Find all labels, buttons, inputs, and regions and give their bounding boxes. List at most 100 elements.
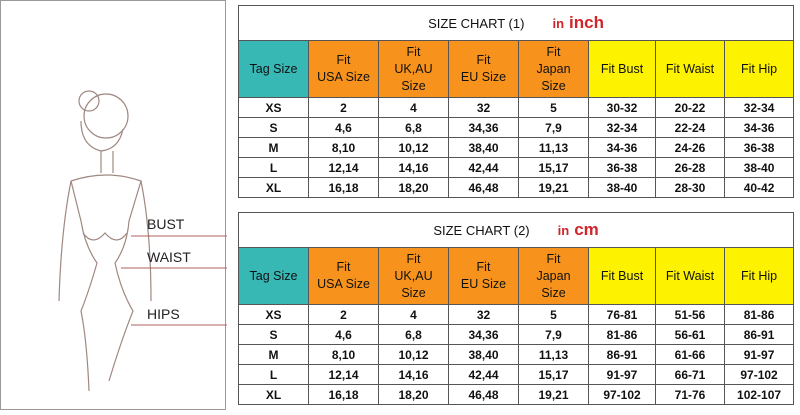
data-row: M 8,10 10,12 38,40 11,13 86-91 61-66 91-97 [238, 344, 795, 365]
data-cell: 97-102 [588, 384, 656, 405]
data-cell: 46,48 [448, 177, 519, 198]
unit-prefix: in [552, 15, 565, 31]
data-cell: 46,48 [448, 384, 519, 405]
data-cell: 19,21 [518, 177, 589, 198]
data-cell: 6,8 [378, 117, 449, 138]
header-line: Fit Waist [665, 61, 715, 76]
header-cell: Tag Size [238, 247, 309, 305]
header-line: EU Size [460, 277, 507, 291]
data-cell: 91-97 [588, 364, 656, 385]
header-line: Fit [336, 53, 351, 67]
data-cell: S [238, 117, 309, 138]
header-line: Size [541, 78, 566, 93]
header-line: Fit [546, 44, 561, 59]
data-cell: 42,44 [448, 364, 519, 385]
header-cell: Fit Bust [588, 40, 656, 98]
data-cell: 18,20 [378, 177, 449, 198]
data-cell: 32-34 [723, 97, 795, 118]
header-line: Fit [336, 260, 351, 274]
header-cell: Fit Japan Size [518, 247, 589, 305]
data-cell: 16,18 [308, 177, 379, 198]
unit: inch [569, 12, 604, 32]
header-line: Fit [476, 260, 491, 274]
data-cell: 38,40 [448, 137, 519, 158]
title-cell: SIZE CHART (1) in inch [237, 5, 795, 41]
unit-prefix: in [557, 222, 570, 238]
header-cell: Fit Bust [588, 247, 656, 305]
data-cell: 61-66 [655, 344, 725, 365]
header-line: USA Size [317, 277, 370, 291]
data-cell: 38-40 [588, 177, 656, 198]
data-cell: 5 [518, 97, 589, 118]
title-row: SIZE CHART (2) in cm [237, 212, 795, 248]
header-line: Size [401, 285, 426, 300]
size-table: SIZE CHART (2) in cm Tag Size Fit USA Size Fit… [237, 212, 795, 405]
data-row: S 4,6 6,8 34,36 7,9 32-34 22-24 34-36 [238, 117, 795, 138]
data-cell: 76-81 [588, 304, 656, 325]
data-cell: 66-71 [655, 364, 725, 385]
data-cell: L [238, 157, 309, 178]
data-cell: 20-22 [655, 97, 725, 118]
header-line: UK,AU [394, 61, 433, 76]
unit: cm [574, 219, 599, 239]
data-cell: 51-56 [655, 304, 725, 325]
data-row: XS 2 4 32 5 30-32 20-22 32-34 [238, 97, 795, 118]
data-row: XL 16,18 18,20 46,48 19,21 38-40 28-30 40-42 [238, 177, 795, 198]
data-cell: 40-42 [723, 177, 795, 198]
data-cell: S [238, 324, 309, 345]
data-cell: 7,9 [518, 324, 589, 345]
data-cell: 28-30 [655, 177, 725, 198]
data-cell: 71-76 [655, 384, 725, 405]
header-line: Tag Size [249, 268, 298, 283]
header-row: Tag Size Fit USA Size Fit UK,AU Size Fit EU Siz… [238, 247, 795, 305]
data-row: XS 2 4 32 5 76-81 51-56 81-86 [238, 304, 795, 325]
data-cell: 4 [378, 304, 449, 325]
title-cell: SIZE CHART (2) in cm [237, 212, 795, 248]
data-cell: 10,12 [378, 344, 449, 365]
data-cell: 91-97 [723, 344, 795, 365]
data-cell: 22-24 [655, 117, 725, 138]
title-row: SIZE CHART (1) in inch [237, 5, 795, 41]
data-cell: 4 [378, 97, 449, 118]
header-line: Fit Waist [665, 268, 715, 283]
data-cell: XS [238, 304, 309, 325]
figure-drawing [58, 90, 227, 392]
waist-label: WAIST [147, 249, 191, 265]
data-cell: 81-86 [588, 324, 656, 345]
header-line: Fit [546, 251, 561, 266]
data-cell: M [238, 344, 309, 365]
data-cell: 38-40 [723, 157, 795, 178]
data-row: M 8,10 10,12 38,40 11,13 34-36 24-26 36-38 [238, 137, 795, 158]
header-cell: Fit Waist [655, 247, 725, 305]
bust-label: BUST [147, 216, 185, 232]
data-cell: 6,8 [378, 324, 449, 345]
data-cell: 16,18 [308, 384, 379, 405]
header-line: USA Size [317, 70, 370, 84]
data-cell: 12,14 [308, 364, 379, 385]
data-cell: 34-36 [723, 117, 795, 138]
data-cell: 18,20 [378, 384, 449, 405]
header-line: Fit [406, 44, 421, 59]
table-title: SIZE CHART (2) [433, 222, 530, 238]
data-cell: 19,21 [518, 384, 589, 405]
header-line: Fit Hip [740, 61, 778, 76]
data-cell: 38,40 [448, 344, 519, 365]
header-line: Fit Bust [600, 268, 644, 283]
header-cell: Fit EU Size [448, 247, 519, 305]
data-cell: 34,36 [448, 324, 519, 345]
data-cell: M [238, 137, 309, 158]
data-cell: 32-34 [588, 117, 656, 138]
header-line: Japan [536, 268, 571, 283]
data-cell: 81-86 [723, 304, 795, 325]
data-cell: 15,17 [518, 364, 589, 385]
header-cell: Fit UK,AU Size [378, 40, 449, 98]
data-cell: 10,12 [378, 137, 449, 158]
header-line: Tag Size [249, 61, 298, 76]
header-cell: Fit Hip [723, 247, 795, 305]
data-cell: 11,13 [518, 137, 589, 158]
data-cell: 24-26 [655, 137, 725, 158]
data-cell: XL [238, 384, 309, 405]
data-cell: 5 [518, 304, 589, 325]
data-cell: 4,6 [308, 117, 379, 138]
data-cell: 11,13 [518, 344, 589, 365]
